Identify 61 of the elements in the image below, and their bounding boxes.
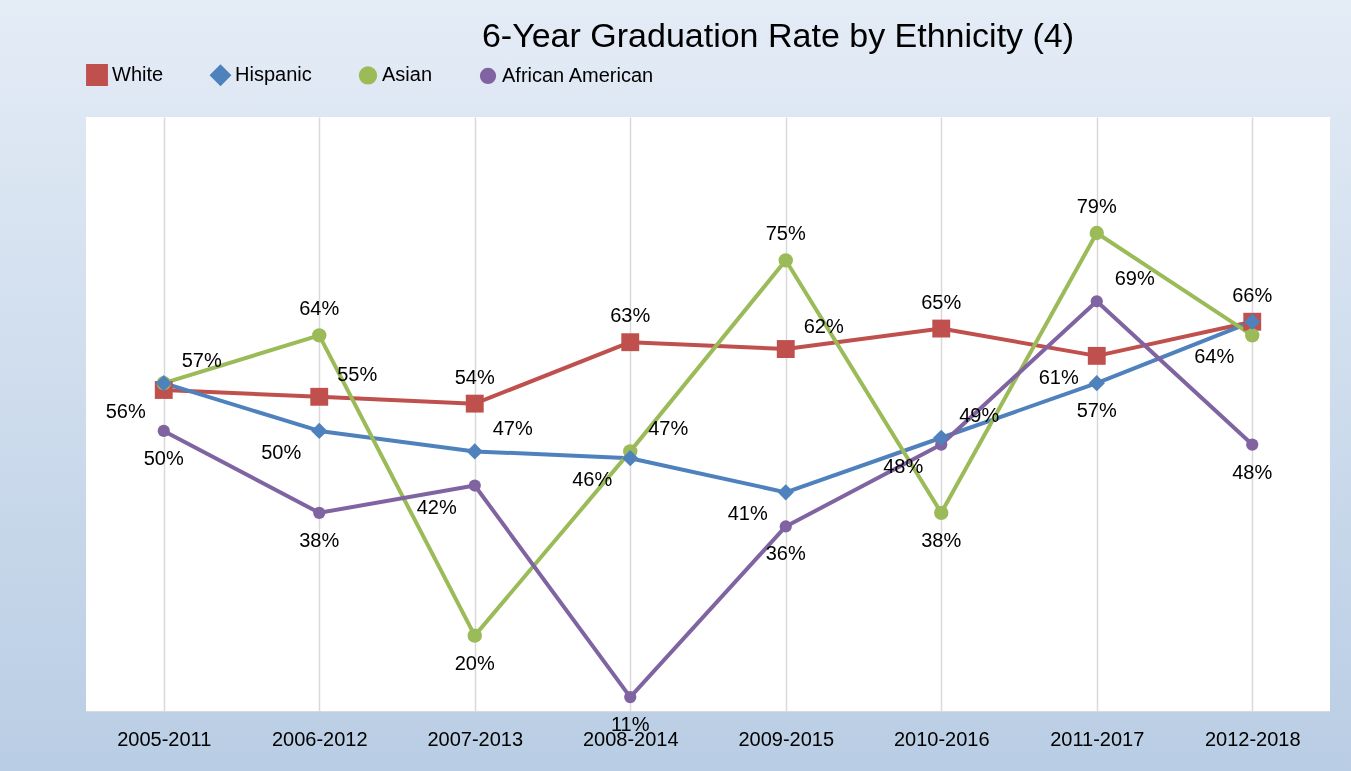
- data-label: 50%: [143, 446, 184, 469]
- point: [1245, 328, 1260, 343]
- x-tick-label: 2005-2011: [117, 727, 212, 750]
- point: [1088, 375, 1105, 392]
- data-label: 50%: [261, 440, 302, 463]
- data-label: 47%: [492, 417, 533, 440]
- point: [621, 333, 640, 352]
- point: [313, 506, 326, 519]
- data-label: 47%: [648, 417, 689, 440]
- data-label: 48%: [1232, 460, 1273, 483]
- point: [1087, 346, 1106, 365]
- point: [157, 424, 170, 438]
- x-tick-label: 2007-2013: [427, 727, 524, 750]
- data-label: 75%: [765, 222, 806, 245]
- point: [779, 520, 792, 533]
- legend-label: Asian: [382, 63, 433, 86]
- data-label: 38%: [299, 528, 340, 551]
- point: [465, 394, 484, 413]
- data-label: 38%: [921, 528, 962, 551]
- data-label: 57%: [181, 349, 222, 372]
- chart-title: 6-Year Graduation Rate by Ethnicity (4): [481, 16, 1075, 54]
- point: [1089, 225, 1104, 241]
- data-label: 61%: [1038, 365, 1079, 388]
- x-tick-label: 2012-2018: [1204, 727, 1301, 750]
- legend-label: Hispanic: [235, 63, 312, 86]
- data-label: 42%: [416, 495, 457, 518]
- data-label: 69%: [1114, 267, 1155, 290]
- point: [776, 340, 795, 358]
- data-label: 64%: [1194, 345, 1235, 368]
- point: [934, 505, 949, 520]
- point: [624, 690, 637, 704]
- point: [932, 319, 951, 338]
- x-tick-label: 2011-2017: [1050, 727, 1145, 750]
- point: [777, 484, 794, 501]
- data-label: 41%: [727, 502, 768, 525]
- data-label: 65%: [921, 290, 962, 313]
- data-label: 64%: [299, 297, 340, 320]
- data-label: 56%: [105, 399, 146, 422]
- data-label: 20%: [454, 651, 495, 674]
- legend-label: African American: [502, 63, 654, 86]
- point: [468, 479, 481, 492]
- x-tick-label: 2010-2016: [893, 727, 990, 750]
- data-label: 66%: [1232, 283, 1273, 306]
- legend-label: White: [112, 63, 164, 86]
- x-tick-label: 2006-2012: [271, 727, 368, 750]
- data-label: 36%: [765, 542, 806, 565]
- point: [778, 253, 793, 268]
- point: [1090, 295, 1103, 308]
- data-label: 57%: [1076, 399, 1117, 422]
- point: [1246, 438, 1259, 451]
- data-label: 79%: [1076, 195, 1117, 218]
- data-label: 54%: [454, 365, 495, 388]
- point: [310, 387, 329, 406]
- point: [467, 628, 482, 643]
- point: [466, 443, 483, 460]
- point: [311, 422, 328, 440]
- point: [622, 450, 639, 467]
- data-label: 63%: [610, 304, 651, 327]
- point: [933, 429, 950, 446]
- x-tick-label: 2009-2015: [738, 727, 835, 750]
- point: [312, 328, 327, 343]
